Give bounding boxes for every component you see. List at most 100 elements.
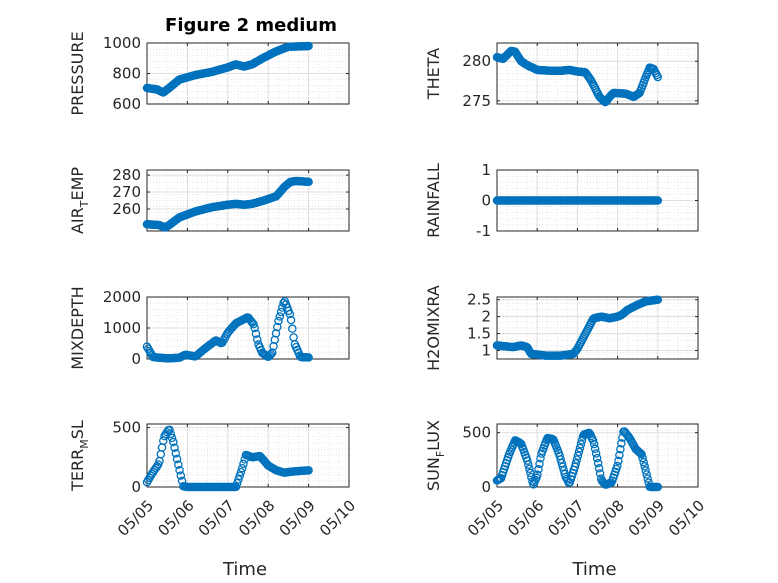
- data-point: [617, 439, 626, 448]
- y-tick-label: 280: [462, 52, 491, 70]
- y-tick-label: -1: [476, 222, 491, 240]
- y-tick-label: 1: [481, 342, 491, 360]
- y-tick-label: 270: [112, 183, 141, 201]
- data-point: [266, 349, 276, 359]
- data-point: [174, 460, 183, 469]
- y-tick-label: 0: [481, 478, 491, 496]
- y-tick-label: 600: [112, 95, 141, 113]
- y-axis-label: TERRMSL: [68, 420, 91, 492]
- y-tick-label: 1000: [103, 319, 141, 337]
- y-tick-label: 1: [481, 161, 491, 179]
- axes-box: [146, 169, 350, 232]
- data-point: [653, 295, 663, 304]
- data-markers: [492, 295, 663, 360]
- y-tick-label: 500: [112, 419, 141, 437]
- y-tick-label: 2: [481, 308, 491, 326]
- y-tick-label: 1000: [103, 34, 141, 52]
- data-point: [637, 450, 646, 459]
- y-tick-label: 2.5: [467, 291, 491, 309]
- y-tick-label: 280: [112, 166, 141, 184]
- data-point: [232, 478, 242, 488]
- data-point: [590, 444, 600, 454]
- panel-6: 11.522.5 H2OMIXRA: [424, 285, 699, 371]
- data-point: [275, 312, 285, 321]
- x-axis-label: Time: [222, 559, 267, 580]
- data-point: [638, 453, 647, 463]
- y-axis-label: PRESSURE: [68, 31, 87, 115]
- data-point: [235, 471, 244, 481]
- data-point: [653, 72, 663, 82]
- data-point: [636, 449, 645, 458]
- data-point: [234, 475, 243, 484]
- y-axis-label: AIRTEMP: [68, 167, 91, 234]
- axes-box: [496, 296, 699, 360]
- axes-box: [496, 42, 699, 105]
- data-markers: [492, 427, 663, 492]
- data-point: [592, 453, 602, 463]
- data-point: [166, 429, 176, 439]
- data-point: [534, 465, 543, 474]
- data-point: [236, 467, 246, 477]
- data-markers: [142, 41, 313, 97]
- data-point: [536, 454, 545, 463]
- y-tick-label: 0: [481, 192, 491, 210]
- data-point: [616, 444, 625, 454]
- data-point: [640, 462, 649, 471]
- y-tick-label: 0: [131, 478, 141, 496]
- data-point: [594, 464, 604, 473]
- data-point: [237, 463, 247, 473]
- data-point: [170, 443, 179, 452]
- data-point: [304, 41, 313, 51]
- data-point: [247, 318, 257, 327]
- y-axis-label: THETA: [424, 48, 443, 100]
- panel-4: -1 0 1 RAINFALL: [424, 161, 699, 240]
- data-point: [535, 459, 544, 469]
- y-tick-label: 2000: [103, 288, 141, 306]
- data-point: [152, 462, 162, 471]
- data-point: [595, 469, 605, 478]
- data-point: [639, 457, 648, 467]
- data-point: [643, 474, 652, 483]
- data-point: [641, 466, 650, 475]
- data-point: [169, 437, 178, 447]
- data-point: [574, 447, 584, 457]
- panel-2: 275 280 THETA: [424, 42, 699, 110]
- y-tick-label: 800: [112, 65, 141, 83]
- data-point: [286, 315, 296, 325]
- figure-title: Figure 2 medium: [165, 15, 337, 36]
- y-axis-label: RAINFALL: [424, 163, 443, 238]
- data-point: [588, 436, 598, 445]
- data-point: [593, 458, 603, 468]
- data-point: [239, 459, 248, 469]
- data-point: [249, 319, 258, 329]
- data-point: [589, 439, 599, 449]
- y-tick-label: 1.5: [467, 325, 491, 343]
- data-point: [288, 324, 297, 333]
- data-point: [167, 433, 177, 443]
- data-point: [591, 449, 601, 458]
- data-point: [613, 461, 622, 471]
- data-point: [615, 450, 624, 460]
- data-point: [575, 443, 585, 453]
- data-markers: [492, 196, 663, 205]
- axes-box: [146, 423, 350, 488]
- data-point: [653, 482, 663, 492]
- panel-5: 0 1000 2000 MIXDEPTH: [68, 286, 350, 370]
- data-markers: [142, 296, 313, 363]
- data-point: [172, 454, 182, 464]
- y-tick-label: 500: [462, 424, 491, 442]
- data-point: [165, 425, 174, 435]
- y-tick-label: 275: [462, 92, 491, 110]
- data-point: [525, 464, 534, 474]
- data-markers: [492, 46, 663, 107]
- data-markers: [142, 425, 313, 492]
- data-markers: [142, 176, 313, 232]
- data-point: [175, 465, 184, 475]
- data-point: [176, 471, 186, 480]
- data-point: [523, 456, 532, 465]
- data-point: [231, 482, 241, 492]
- data-point: [171, 449, 181, 458]
- y-tick-label: 260: [112, 200, 141, 218]
